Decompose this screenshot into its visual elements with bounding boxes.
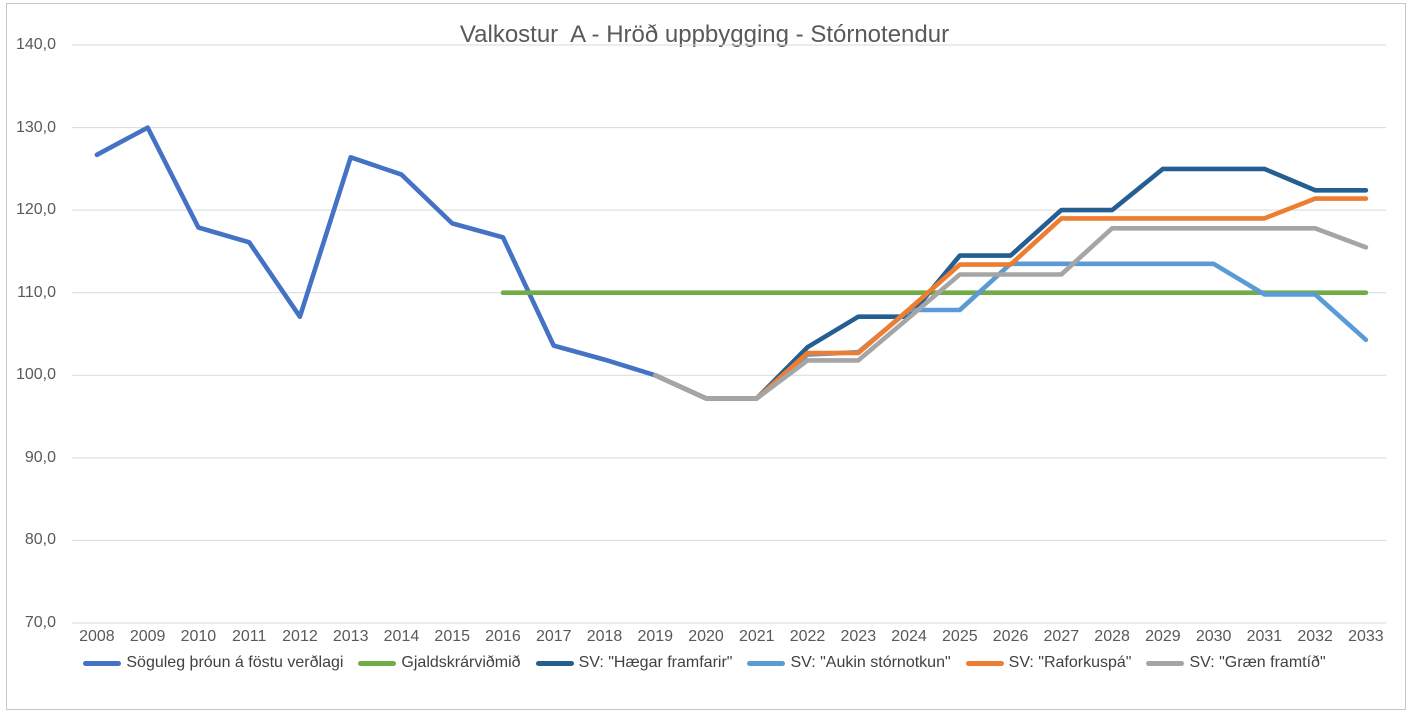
x-axis-tick-label: 2022	[789, 628, 826, 645]
x-axis-tick-label: 2010	[180, 628, 217, 645]
legend-item-1: Gjaldskrárviðmið	[358, 654, 521, 672]
legend: Söguleg þróun á föstu verðlagi Gjaldskrár…	[0, 654, 1409, 672]
legend-item-4: SV: "Raforkuspá"	[965, 654, 1132, 672]
series-line-5	[652, 226, 1369, 401]
legend-item-2: SV: "Hægar framfarir"	[535, 654, 733, 672]
x-axis-tick-label: 2031	[1246, 628, 1283, 645]
x-axis-tick-label: 2027	[1043, 628, 1080, 645]
legend-swatch-icon	[83, 660, 122, 666]
legend-item-0: Söguleg þróun á föstu verðlagi	[83, 654, 343, 672]
legend-swatch-icon	[535, 660, 574, 666]
x-axis-tick-label: 2013	[332, 628, 369, 645]
x-axis-tick-label: 2016	[485, 628, 521, 645]
legend-label: SV: "Aukin stórnotkun"	[790, 654, 951, 671]
chart-title: Valkostur A - Hröð uppbygging - Stórnote…	[459, 21, 950, 48]
x-axis-tick-label: 2029	[1145, 628, 1181, 645]
legend-swatch-icon	[358, 660, 397, 666]
y-axis-tick-label: 130,0	[15, 118, 56, 136]
x-axis-tick-label: 2012	[282, 628, 318, 645]
x-axis-tick-label: 2025	[942, 628, 978, 645]
y-axis-tick-label: 70,0	[24, 613, 56, 631]
x-axis-tick-label: 2026	[992, 628, 1029, 645]
y-axis-tick-label: 100,0	[15, 366, 56, 384]
legend-item-5: SV: "Græn framtíð"	[1146, 654, 1326, 672]
y-axis-tick-label: 120,0	[15, 201, 56, 219]
x-axis-tick-label: 2015	[434, 628, 471, 645]
x-axis-tick-label: 2009	[129, 628, 166, 645]
legend-item-3: SV: "Aukin stórnotkun"	[747, 654, 951, 672]
series-line-3	[652, 261, 1369, 401]
legend-swatch-icon	[747, 660, 786, 666]
legend-swatch-icon	[1146, 660, 1185, 666]
y-axis-tick-label: 110,0	[17, 283, 56, 301]
legend-label: SV: "Hægar framfarir"	[578, 654, 733, 671]
legend-label: Söguleg þróun á föstu verðlagi	[126, 654, 344, 671]
x-axis-tick-label: 2024	[891, 628, 927, 645]
y-axis-tick-label: 140,0	[15, 36, 56, 53]
y-axis-tick-label: 90,0	[24, 448, 56, 466]
legend-label: SV: "Græn framtíð"	[1189, 654, 1326, 671]
x-axis-tick-label: 2023	[840, 628, 877, 645]
x-axis-tick-label: 2033	[1348, 628, 1384, 645]
x-axis-tick-label: 2019	[637, 628, 674, 645]
legend-label: Gjaldskrárviðmið	[401, 654, 521, 671]
x-axis-tick-label: 2030	[1195, 628, 1232, 645]
x-axis-tick-label: 2032	[1297, 628, 1333, 645]
x-axis-tick-label: 2018	[586, 628, 623, 645]
series-line-0	[94, 125, 658, 378]
y-axis-tick-label: 80,0	[24, 531, 56, 549]
x-axis-tick-label: 2014	[383, 628, 420, 645]
x-axis-tick-label: 2021	[738, 628, 775, 645]
legend-label: SV: "Raforkuspá"	[1008, 654, 1132, 671]
series-line-2	[652, 166, 1369, 401]
x-axis-tick-label: 2008	[79, 628, 115, 645]
legend-swatch-icon	[965, 660, 1004, 666]
x-axis-tick-label: 2017	[535, 628, 572, 645]
x-axis-tick-label: 2028	[1094, 628, 1130, 645]
x-axis-tick-label: 2020	[688, 628, 724, 645]
x-axis-tick-label: 2011	[231, 628, 267, 645]
